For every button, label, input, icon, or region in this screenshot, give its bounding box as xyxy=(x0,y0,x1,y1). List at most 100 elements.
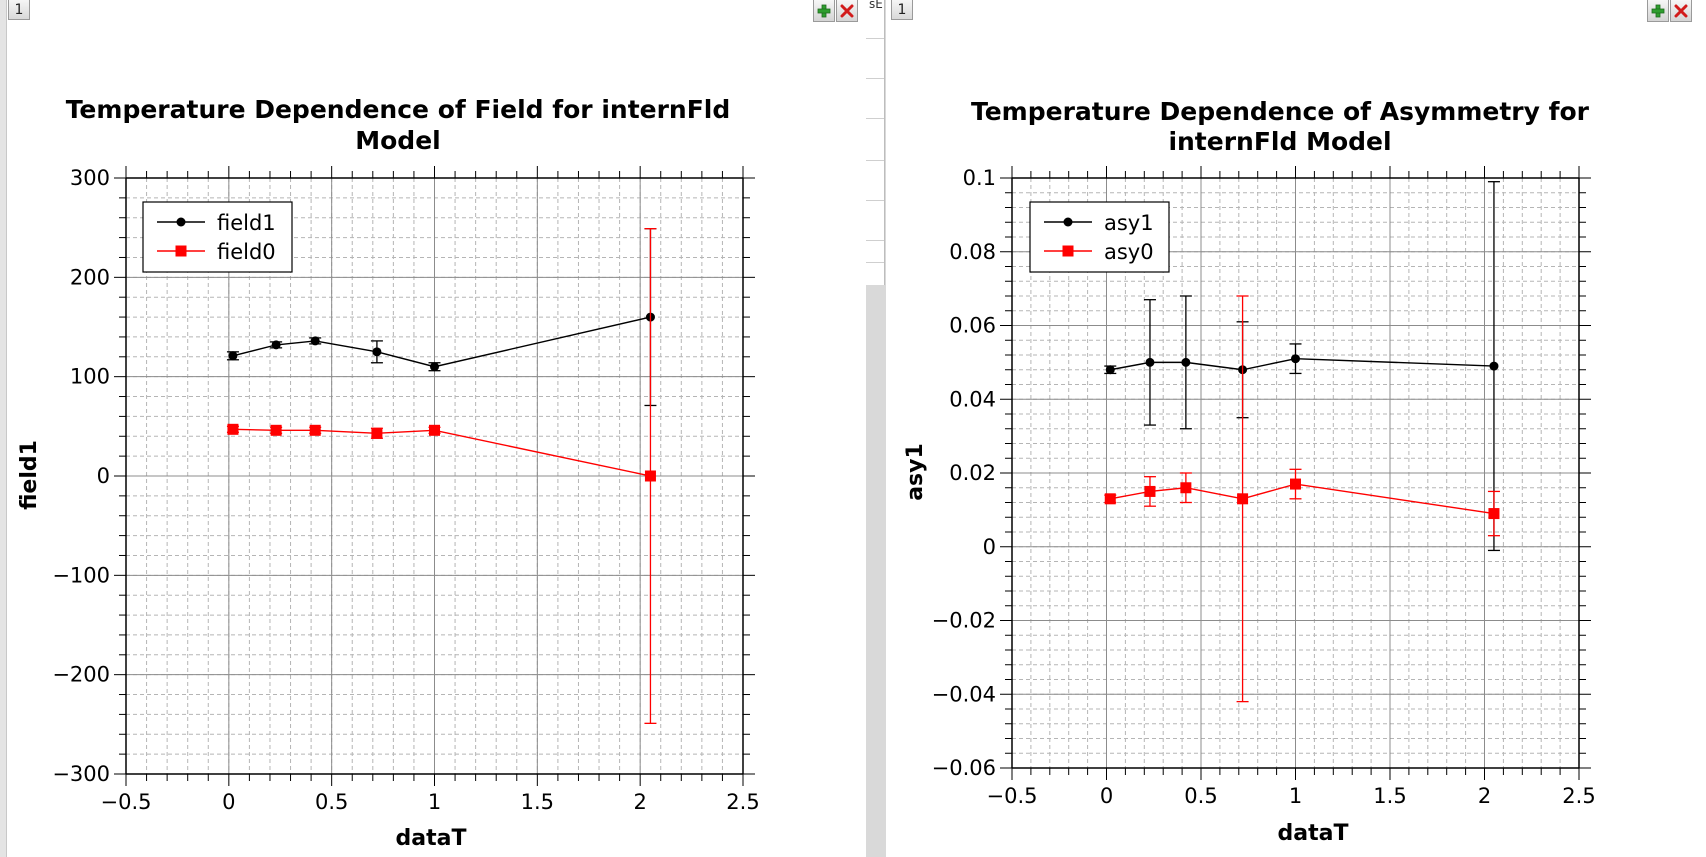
y-tick-label: 0.04 xyxy=(949,387,996,411)
panel-number-label: 1 xyxy=(8,0,30,20)
x-tick-label: 0.5 xyxy=(315,790,348,814)
data-point xyxy=(1104,493,1116,505)
tick-marks xyxy=(1000,166,1591,780)
y-axis-label: asy1 xyxy=(903,443,928,501)
green-plus-icon xyxy=(1651,4,1665,17)
legend-box xyxy=(1029,201,1170,273)
red-x-icon xyxy=(840,4,854,17)
tick-marks xyxy=(114,166,755,786)
legend-label: asy1 xyxy=(1104,211,1154,235)
data-point xyxy=(1237,493,1249,505)
window-left-edge xyxy=(0,0,7,857)
stub-row-divider xyxy=(866,78,884,79)
green-plus-icon xyxy=(817,4,831,17)
legend-box xyxy=(142,201,293,273)
legend: asy1 asy0 xyxy=(1029,201,1170,273)
stub-row-divider xyxy=(866,262,884,263)
series-line xyxy=(232,428,651,477)
grid-group xyxy=(1011,177,1580,769)
close-panel-button[interactable] xyxy=(836,0,858,22)
stub-row-divider xyxy=(866,200,884,201)
pane-divider[interactable]: sE xyxy=(866,0,886,857)
x-axis-label: dataT xyxy=(396,826,467,851)
legend-label: asy0 xyxy=(1104,240,1154,264)
x-axis-label: dataT xyxy=(1278,821,1349,846)
x-tick-label: −0.5 xyxy=(987,784,1038,808)
legend-swatch-marker xyxy=(1063,217,1073,227)
y-tick-label: 200 xyxy=(70,265,110,289)
legend: field1 field0 xyxy=(142,201,293,273)
left-plot-panel: 1 −0.5 0 0.5 1 1.5 2 2.5 300 200 100 0 −100 −200 −300… xyxy=(8,0,858,851)
background-window-stub: sE xyxy=(866,0,885,285)
x-tick-label: 1 xyxy=(428,790,441,814)
data-point xyxy=(1145,357,1155,367)
field-vs-temperature-chart: −0.5 0 0.5 1 1.5 2 2.5 300 200 100 0 −100 −200 −300 Te… xyxy=(17,95,760,851)
stub-row-divider xyxy=(866,240,884,241)
close-panel-button[interactable] xyxy=(1670,0,1692,22)
data-point xyxy=(271,340,281,350)
series-line xyxy=(1110,357,1494,371)
stub-row-divider xyxy=(866,118,884,119)
y-tick-label: 0.06 xyxy=(949,314,996,338)
data-point xyxy=(270,424,282,436)
data-point xyxy=(371,427,383,439)
series-line xyxy=(232,316,651,368)
x-tick-label: 0 xyxy=(1100,784,1113,808)
chart-title: internFld Model xyxy=(1168,127,1391,156)
data-point xyxy=(644,470,656,482)
asymmetry-vs-temperature-chart: −0.5 0 0.5 1 1.5 2 2.5 0.1 0.08 0.06 0.04 0.02 0 −0.0… xyxy=(903,97,1596,846)
y-tick-label: −0.06 xyxy=(932,756,996,780)
legend-swatch-marker xyxy=(175,245,187,257)
data-point xyxy=(310,336,320,346)
x-tick-label: 2 xyxy=(633,790,646,814)
y-tick-label: 0.02 xyxy=(949,461,996,485)
add-panel-button[interactable] xyxy=(1647,0,1669,22)
data-point xyxy=(1488,508,1500,520)
legend-label: field1 xyxy=(217,211,276,235)
y-tick-label: −0.04 xyxy=(932,682,996,706)
background-window-text: sE xyxy=(869,0,883,11)
data-point xyxy=(1180,482,1192,494)
y-tick-label: −300 xyxy=(52,762,110,786)
stub-row-divider xyxy=(866,38,884,39)
series-field0 xyxy=(226,228,657,724)
data-point xyxy=(372,347,382,357)
add-panel-button[interactable] xyxy=(813,0,835,22)
grid-group xyxy=(125,177,744,775)
x-tick-label: 2 xyxy=(1478,784,1491,808)
x-tick-label: 1.5 xyxy=(1373,784,1406,808)
data-point xyxy=(1291,354,1300,364)
panel-number-label: 1 xyxy=(891,0,913,20)
y-tick-label: 100 xyxy=(70,365,110,389)
y-tick-label: 0.08 xyxy=(949,240,996,264)
x-tick-label: 0 xyxy=(222,790,235,814)
data-point xyxy=(1144,485,1156,497)
chart-title: Temperature Dependence of Field for inte… xyxy=(66,95,731,124)
legend-swatch-marker xyxy=(1062,245,1074,257)
data-point xyxy=(1181,357,1191,367)
y-tick-label: 0.1 xyxy=(963,166,996,190)
data-point xyxy=(228,351,238,361)
x-tick-label: 2.5 xyxy=(726,790,759,814)
data-point xyxy=(1489,361,1499,371)
chart-title: Model xyxy=(355,126,440,155)
x-tick-label: −0.5 xyxy=(101,790,152,814)
data-point xyxy=(429,424,440,436)
series-asy0 xyxy=(1104,295,1500,703)
red-x-icon xyxy=(1674,4,1688,17)
data-point xyxy=(227,423,239,435)
stub-row-divider xyxy=(866,160,884,161)
legend-label: field0 xyxy=(217,240,276,264)
data-point xyxy=(309,424,321,436)
x-tick-label: 2.5 xyxy=(1562,784,1595,808)
data-point xyxy=(1290,478,1301,490)
data-point xyxy=(1105,365,1115,375)
y-tick-label: −100 xyxy=(52,563,110,587)
right-plot-panel: 1 −0.5 0 0.5 1 1.5 2 2.5 0.1 0.08 0.06 0.04 0.02 0 −0… xyxy=(886,0,1706,857)
x-tick-label: 0.5 xyxy=(1184,784,1217,808)
y-tick-label: −200 xyxy=(52,663,110,687)
y-tick-label: 300 xyxy=(70,166,110,190)
y-tick-label: −0.02 xyxy=(932,609,996,633)
legend-swatch-marker xyxy=(176,217,186,227)
y-axis-label: field1 xyxy=(17,440,42,510)
